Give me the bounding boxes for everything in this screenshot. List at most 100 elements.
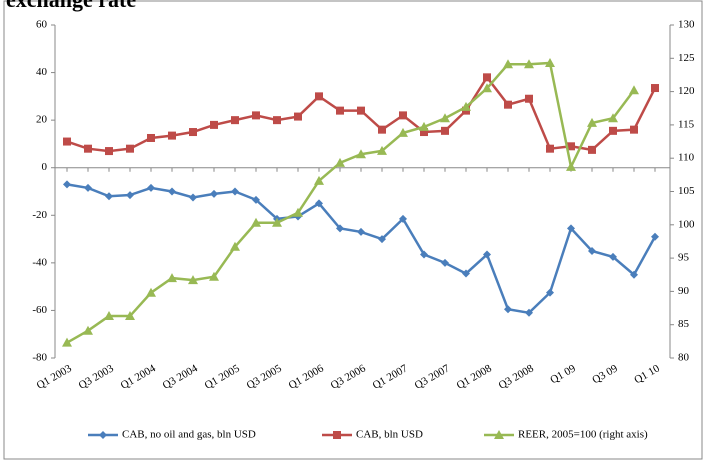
point — [420, 250, 428, 259]
point — [273, 116, 281, 125]
y2-tick-label: 105 — [678, 185, 695, 197]
point — [483, 250, 491, 259]
y-tick-label: -60 — [32, 304, 47, 316]
y2-tick-label: 115 — [678, 118, 695, 130]
point — [545, 57, 555, 67]
x-tick-label: Q3 2004 — [161, 362, 201, 392]
point — [651, 232, 659, 241]
point — [378, 235, 386, 244]
y-tick-label: 40 — [36, 66, 48, 78]
point — [567, 224, 575, 233]
x-tick-label: Q1 10 — [632, 362, 662, 386]
point — [588, 145, 596, 154]
point — [252, 195, 260, 204]
y2-tick-label: 95 — [678, 252, 690, 264]
x-tick-label: Q1 2006 — [287, 362, 327, 392]
point — [293, 207, 303, 217]
point — [315, 199, 323, 208]
point — [399, 214, 407, 223]
legend-label: CAB, bln USD — [356, 429, 423, 441]
point — [525, 94, 533, 103]
point — [378, 125, 386, 134]
point — [441, 258, 449, 267]
point — [189, 193, 197, 202]
point — [588, 246, 596, 255]
point — [377, 145, 387, 155]
point — [168, 131, 176, 140]
point — [441, 126, 449, 135]
y2-tick-label: 80 — [678, 352, 690, 364]
point — [419, 121, 429, 131]
point — [420, 128, 428, 137]
x-tick-label: Q3 2008 — [497, 362, 537, 392]
point — [609, 126, 617, 135]
legend-marker — [494, 430, 504, 439]
point — [126, 191, 134, 200]
point — [608, 113, 618, 123]
point — [84, 144, 92, 153]
x-tick-label: Q3 2007 — [413, 362, 453, 392]
point — [126, 144, 134, 153]
point — [651, 84, 659, 93]
point — [272, 217, 282, 227]
x-tick-label: Q1 2008 — [455, 362, 495, 392]
point — [357, 227, 365, 236]
point — [210, 120, 218, 129]
point — [105, 147, 113, 156]
y2-tick-label: 90 — [678, 285, 690, 297]
point — [503, 59, 513, 69]
frame — [3, 0, 703, 460]
x-tick-label: Q3 2005 — [245, 362, 285, 392]
point — [587, 117, 597, 127]
legend-marker — [99, 431, 107, 439]
point — [210, 189, 218, 198]
y2-tick-label: 130 — [678, 19, 695, 31]
y2-tick-label: 85 — [678, 318, 690, 330]
point — [189, 128, 197, 137]
y2-tick-label: 125 — [678, 52, 695, 64]
point — [314, 175, 324, 185]
point — [440, 113, 450, 123]
point — [504, 305, 512, 314]
point — [398, 127, 408, 137]
point — [609, 252, 617, 261]
point — [546, 288, 554, 297]
y2-tick-label: 100 — [678, 218, 695, 230]
point — [630, 270, 638, 279]
series-line — [66, 183, 657, 315]
y2-tick-label: 120 — [678, 85, 695, 97]
point — [356, 149, 366, 159]
point — [630, 125, 638, 134]
point — [482, 83, 492, 93]
legend-marker — [333, 431, 341, 439]
point — [168, 187, 176, 196]
y-tick-label: 20 — [36, 114, 48, 126]
point — [251, 217, 261, 227]
x-tick-label: Q1 2005 — [203, 362, 243, 392]
point — [62, 337, 72, 347]
x-tick-label: Q1 2007 — [371, 362, 411, 392]
point — [252, 111, 260, 120]
point — [125, 311, 135, 321]
x-tick-label: Q1 09 — [548, 362, 578, 386]
point — [336, 224, 344, 233]
point — [566, 161, 576, 171]
point — [462, 269, 470, 278]
point — [105, 192, 113, 201]
point — [146, 287, 156, 297]
x-tick-label: Q1 2004 — [119, 362, 159, 392]
point — [147, 133, 155, 142]
legend-label: REER, 2005=100 (right axis) — [518, 429, 648, 441]
point — [104, 311, 114, 321]
point — [546, 144, 554, 153]
y-tick-label: -80 — [32, 352, 47, 364]
point — [167, 273, 177, 283]
point — [63, 137, 71, 146]
point — [461, 101, 471, 111]
point — [357, 106, 365, 115]
point — [231, 116, 239, 125]
series-line — [66, 61, 635, 344]
legend-label: CAB, no oil and gas, bln USD — [122, 429, 256, 441]
point — [84, 183, 92, 192]
x-tick-label: Q3 09 — [590, 362, 620, 386]
